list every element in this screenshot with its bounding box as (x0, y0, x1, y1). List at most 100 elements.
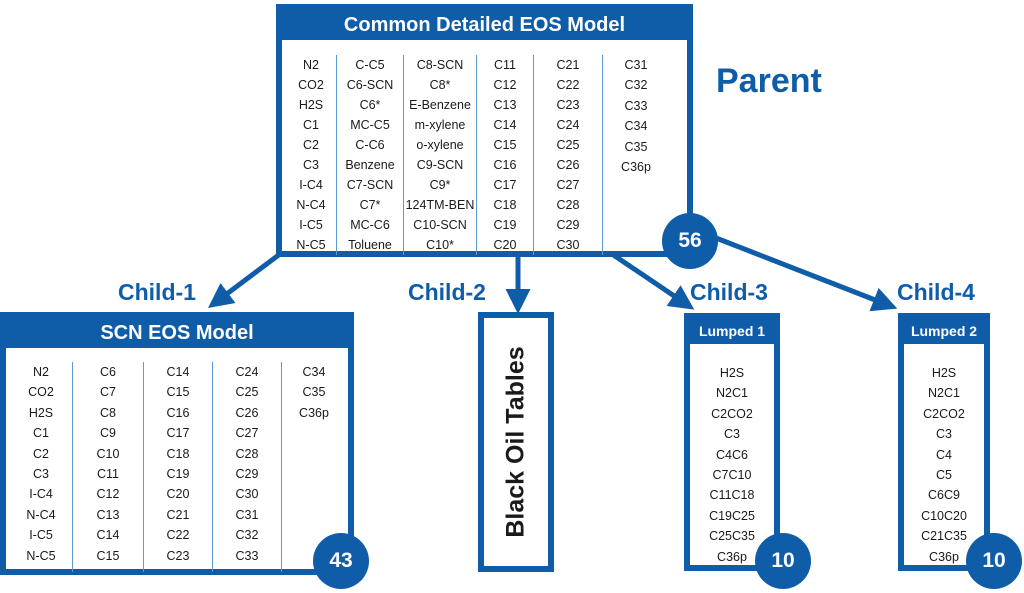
component-cell: C2 (303, 138, 319, 152)
component-cell: C11 (493, 58, 516, 72)
component-cell: C32 (235, 528, 259, 543)
parent-column: C11 C12 C13 C14 C15 C16 C17 C18 C19 C20 (476, 55, 533, 255)
component-cell: o-xylene (416, 138, 464, 152)
component-cell: N-C5 (296, 238, 326, 252)
component-cell: C30 (235, 487, 259, 502)
component-cell: C21 (166, 507, 190, 522)
arrow-to-child-4 (715, 235, 898, 312)
scn-column: C34 C35 C36p (281, 362, 346, 572)
component-cell: I-C4 (299, 178, 323, 192)
lumped-component: C36p (717, 549, 747, 564)
component-cell: C15 (96, 548, 120, 563)
lumped-component: C2CO2 (711, 406, 753, 421)
component-cell: C20 (166, 487, 190, 502)
component-cell: C10* (426, 238, 454, 252)
component-cell: C34 (624, 119, 648, 134)
component-cell: C2 (33, 446, 49, 461)
component-cell: C26 (235, 405, 259, 420)
component-cell: I-C4 (29, 487, 53, 502)
component-cell: C30 (556, 238, 580, 252)
lumped-2-components: H2S N2C1 C2CO2 C3 C4 C5 C6C9 C10C20 C21C… (904, 363, 984, 567)
parent-column: C31 C32 C33 C34 C35 C36p (602, 55, 669, 255)
component-cell: m-xylene (414, 118, 466, 132)
lumped-component: C21C35 (921, 529, 967, 544)
component-cell: C23 (556, 98, 580, 112)
lumped-component: C4 (936, 447, 952, 462)
lumped-component: C11C18 (709, 488, 755, 503)
parent-component-columns: N2 CO2 H2S C1 C2 C3 I-C4 N-C4 I-C5 N-C5 … (286, 55, 669, 255)
component-cell: MC-C5 (350, 118, 390, 132)
child-4-label: Child-4 (897, 279, 975, 305)
component-cell: C35 (624, 139, 648, 154)
child-1-label: Child-1 (118, 279, 196, 305)
lumped-1-components: H2S N2C1 C2CO2 C3 C4C6 C7C10 C11C18 C19C… (690, 363, 774, 567)
lumped-component: H2S (931, 366, 957, 380)
component-cell: C22 (556, 78, 580, 92)
component-cell: C14 (493, 118, 517, 132)
component-cell: N-C4 (296, 198, 326, 212)
component-cell: MC-C6 (350, 218, 390, 232)
component-cell: H2S (298, 98, 324, 112)
component-cell: C8-SCN (416, 58, 464, 72)
component-cell: 124TM-BEN (405, 198, 475, 212)
component-cell: C7-SCN (346, 178, 394, 192)
arrow-to-child-3 (610, 251, 695, 310)
component-cell: C13 (493, 98, 517, 112)
component-cell: C35 (302, 385, 326, 400)
component-cell: N2 (33, 365, 49, 379)
component-cell: C13 (96, 507, 120, 522)
child-4-count-badge: 10 (966, 533, 1022, 589)
parent-column: N2 CO2 H2S C1 C2 C3 I-C4 N-C4 I-C5 N-C5 (286, 55, 336, 255)
component-cell: C28 (235, 446, 259, 461)
component-cell: C16 (493, 158, 517, 172)
component-cell: C12 (96, 487, 120, 502)
component-cell: C32 (624, 78, 648, 93)
component-cell: C27 (235, 426, 259, 441)
component-cell: C14 (96, 528, 120, 543)
component-cell: C3 (33, 467, 49, 482)
scn-component-columns: N2 CO2 H2S C1 C2 C3 I-C4 N-C4 I-C5 N-C5 … (10, 362, 346, 572)
component-cell: C15 (493, 138, 517, 152)
lumped-2-box: Lumped 2 H2S N2C1 C2CO2 C3 C4 C5 C6C9 C1… (898, 313, 990, 571)
component-cell: CO2 (28, 385, 54, 400)
component-cell: C19 (166, 467, 190, 482)
component-cell: C-C5 (355, 58, 385, 72)
component-cell: C26 (556, 158, 580, 172)
component-cell: C-C6 (355, 138, 385, 152)
component-cell: C19 (493, 218, 517, 232)
component-cell: C1 (303, 118, 319, 132)
lumped-component: C7C10 (712, 468, 752, 483)
component-cell: C29 (556, 218, 580, 232)
black-oil-tables-box: Black Oil Tables (478, 312, 554, 572)
component-cell: C7* (359, 198, 381, 212)
lumped-component: C25C35 (709, 529, 755, 544)
component-cell: C18 (166, 446, 190, 461)
component-cell: C27 (556, 178, 580, 192)
component-cell: C31 (624, 58, 648, 72)
lumped-component: N2C1 (928, 386, 960, 401)
component-cell: C29 (235, 467, 259, 482)
component-cell: C12 (493, 78, 517, 92)
component-cell: C10 (96, 446, 120, 461)
lumped-component: C36p (929, 549, 959, 564)
scn-column: C24 C25 C26 C27 C28 C29 C30 C31 C32 C33 (212, 362, 281, 572)
black-oil-tables-title: Black Oil Tables (501, 346, 530, 538)
parent-column: C21 C22 C23 C24 C25 C26 C27 C28 C29 C30 (533, 55, 602, 255)
component-cell: H2S (28, 405, 54, 420)
component-cell: C6* (359, 98, 381, 112)
lumped-component: H2S (719, 366, 745, 380)
component-cell: C6-SCN (346, 78, 394, 92)
component-cell: C11 (96, 467, 119, 482)
parent-column: C-C5 C6-SCN C6* MC-C5 C-C6 Benzene C7-SC… (336, 55, 403, 255)
component-cell: C8* (429, 78, 451, 92)
child-3-label: Child-3 (690, 279, 768, 305)
lumped-component: C2CO2 (923, 406, 965, 421)
child-3-count-badge: 10 (755, 533, 811, 589)
parent-model-title: Common Detailed EOS Model (282, 10, 687, 40)
scn-column: C6 C7 C8 C9 C10 C11 C12 C13 C14 C15 (72, 362, 143, 572)
component-cell: Toluene (348, 238, 392, 252)
component-cell: Benzene (345, 158, 395, 172)
component-cell: E-Benzene (409, 98, 471, 112)
parent-count-badge: 56 (662, 213, 718, 269)
